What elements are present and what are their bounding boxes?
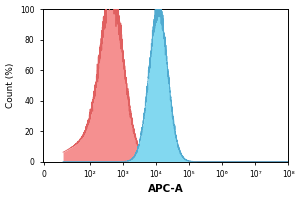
Y-axis label: Count (%): Count (%) (6, 63, 15, 108)
X-axis label: APC-A: APC-A (148, 184, 183, 194)
